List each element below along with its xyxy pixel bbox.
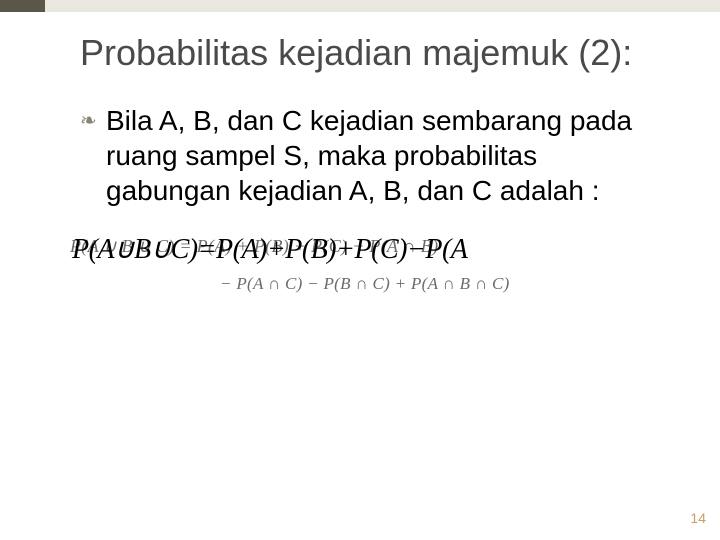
top-bar-dark-segment	[0, 0, 45, 12]
formula-background-line2: − P(A ∩ C) − P(B ∩ C) + P(A ∩ B ∩ C)	[220, 274, 510, 294]
page-number: 14	[690, 510, 706, 526]
top-bar	[0, 0, 720, 12]
slide-title: Probabilitas kejadian majemuk (2):	[80, 32, 650, 73]
slide-content: Probabilitas kejadian majemuk (2): ❧ Bil…	[0, 12, 720, 540]
body-text-content: Bila A, B, dan C kejadian sembarang pada…	[106, 105, 632, 206]
bullet-icon: ❧	[80, 109, 97, 134]
formula-area: P(A ∪ B ∪ C) = P(A) + P(B) + P(C) − P(A …	[80, 236, 720, 326]
formula-foreground: P(A∪B∪C)=P(A)+P(B)+P(C)−P(A	[72, 232, 467, 266]
body-paragraph: ❧ Bila A, B, dan C kejadian sembarang pa…	[80, 103, 650, 208]
